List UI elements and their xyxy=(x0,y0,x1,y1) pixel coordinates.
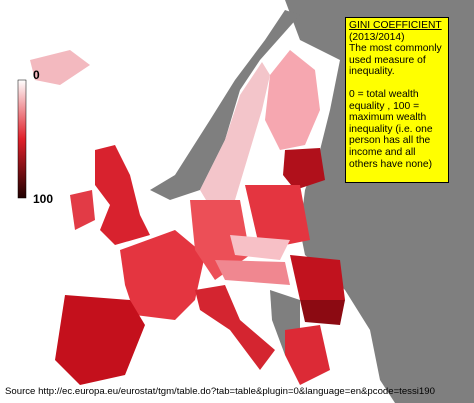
legend-max: 100 xyxy=(33,192,54,206)
source: Source http://ec.europa.eu/eurostat/tgm/… xyxy=(5,386,435,397)
austria-hungary xyxy=(215,260,290,285)
info-title: GINI COEFFICIENT xyxy=(349,20,442,31)
sweden xyxy=(200,62,270,215)
baltics xyxy=(283,148,325,190)
finland xyxy=(265,50,320,150)
spain xyxy=(55,295,145,385)
bulgaria xyxy=(300,300,345,325)
greece xyxy=(285,325,330,385)
info-description: The most commonly used measure of inequa… xyxy=(349,43,442,78)
uk xyxy=(95,145,150,245)
legend-min: 0 xyxy=(33,68,40,82)
iceland xyxy=(30,50,90,85)
info-period: (2013/2014) xyxy=(349,31,405,43)
info-scale-note: 0 = total wealth equality , 100 = maximu… xyxy=(349,88,433,170)
czech-slovakia xyxy=(230,235,290,260)
italy xyxy=(195,285,275,370)
germany xyxy=(190,200,250,280)
color-scale xyxy=(17,79,27,199)
info-box: GINI COEFFICIENT (2013/2014) The most co… xyxy=(345,17,449,183)
poland xyxy=(245,185,310,250)
france xyxy=(120,230,205,320)
norway xyxy=(150,10,300,200)
romania xyxy=(290,255,345,300)
ireland xyxy=(70,190,95,230)
